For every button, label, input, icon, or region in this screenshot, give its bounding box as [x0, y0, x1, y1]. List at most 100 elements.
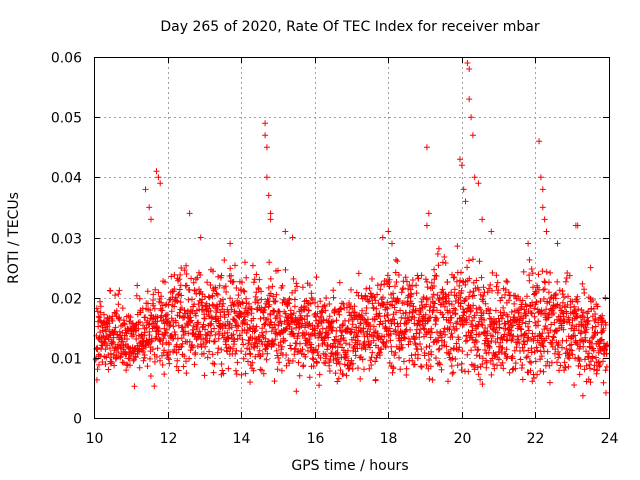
data-point: [208, 328, 215, 335]
data-point: [195, 319, 202, 326]
data-point: [232, 367, 239, 374]
spike-point: [587, 264, 594, 271]
data-point: [186, 355, 193, 362]
data-point: [305, 307, 312, 314]
data-point: [218, 272, 225, 279]
data-point: [195, 301, 202, 308]
data-point: [574, 298, 581, 305]
data-point: [151, 358, 158, 365]
data-point: [313, 360, 320, 366]
data-point: [543, 268, 550, 275]
data-point: [317, 330, 324, 337]
data-point: [519, 297, 526, 304]
data-point: [181, 267, 188, 274]
data-point: [168, 315, 175, 322]
spike-point: [157, 180, 164, 187]
data-point: [589, 324, 596, 331]
data-point: [131, 383, 138, 390]
data-point: [161, 332, 168, 339]
data-point: [350, 360, 356, 367]
data-point: [286, 360, 293, 367]
data-point: [372, 358, 379, 365]
data-point: [400, 285, 407, 292]
data-point: [332, 370, 339, 377]
data-point: [176, 276, 183, 283]
data-point: [355, 337, 361, 344]
spike-point: [197, 234, 204, 241]
data-point: [526, 318, 533, 325]
data-point: [289, 358, 296, 364]
data-point: [348, 357, 355, 364]
data-point: [230, 278, 237, 285]
data-point: [599, 329, 605, 336]
spike-point: [153, 168, 160, 175]
data-point: [550, 310, 557, 317]
data-point: [480, 284, 487, 291]
data-point: [564, 270, 571, 276]
data-point: [147, 373, 154, 379]
data-point: [261, 307, 268, 313]
data-point: [478, 321, 485, 328]
data-point: [238, 348, 245, 355]
data-point: [117, 354, 124, 361]
spike-point: [186, 210, 193, 217]
data-point: [602, 321, 609, 328]
data-point: [212, 286, 219, 292]
data-point: [436, 297, 443, 304]
data-point: [384, 312, 391, 318]
data-point: [467, 289, 473, 296]
data-point: [315, 342, 322, 349]
spike-point: [263, 174, 270, 181]
data-point: [264, 350, 271, 357]
data-point: [119, 359, 126, 366]
data-point: [459, 348, 466, 355]
spike-point: [539, 186, 546, 193]
data-point: [458, 367, 465, 373]
data-point: [334, 378, 341, 385]
data-point: [249, 262, 256, 269]
data-point: [220, 300, 227, 307]
data-point: [417, 363, 424, 370]
data-point: [166, 341, 172, 348]
data-point: [253, 323, 260, 330]
data-point: [246, 300, 252, 307]
data-point: [522, 320, 529, 327]
data-point: [179, 340, 186, 347]
data-point: [112, 324, 119, 331]
data-point: [199, 306, 206, 313]
data-point: [556, 351, 563, 358]
data-point: [213, 290, 220, 297]
data-point: [227, 265, 234, 272]
data-point: [392, 269, 399, 276]
data-point: [341, 337, 347, 344]
data-point: [409, 357, 416, 364]
data-point: [528, 266, 535, 272]
data-point: [473, 277, 480, 284]
data-point: [572, 332, 578, 339]
data-point: [293, 280, 300, 287]
data-point: [355, 365, 361, 372]
data-point: [316, 371, 323, 378]
data-point: [115, 349, 122, 356]
data-point: [326, 301, 333, 307]
data-point: [346, 365, 353, 372]
data-point: [299, 346, 306, 353]
data-point: [439, 311, 446, 318]
data-point: [592, 316, 599, 323]
x-tick-label: 10: [86, 431, 104, 447]
data-point: [537, 356, 544, 363]
data-point: [167, 322, 174, 328]
data-point: [262, 304, 269, 311]
data-point: [336, 311, 343, 318]
data-point: [465, 329, 472, 335]
data-point: [466, 275, 473, 282]
data-point: [203, 339, 210, 346]
data-point: [159, 361, 166, 368]
data-point: [503, 346, 510, 353]
data-point: [500, 365, 507, 372]
data-point: [537, 298, 544, 304]
spike-point: [379, 234, 386, 241]
data-point: [331, 337, 338, 344]
data-point: [525, 347, 532, 354]
data-point: [540, 296, 547, 302]
